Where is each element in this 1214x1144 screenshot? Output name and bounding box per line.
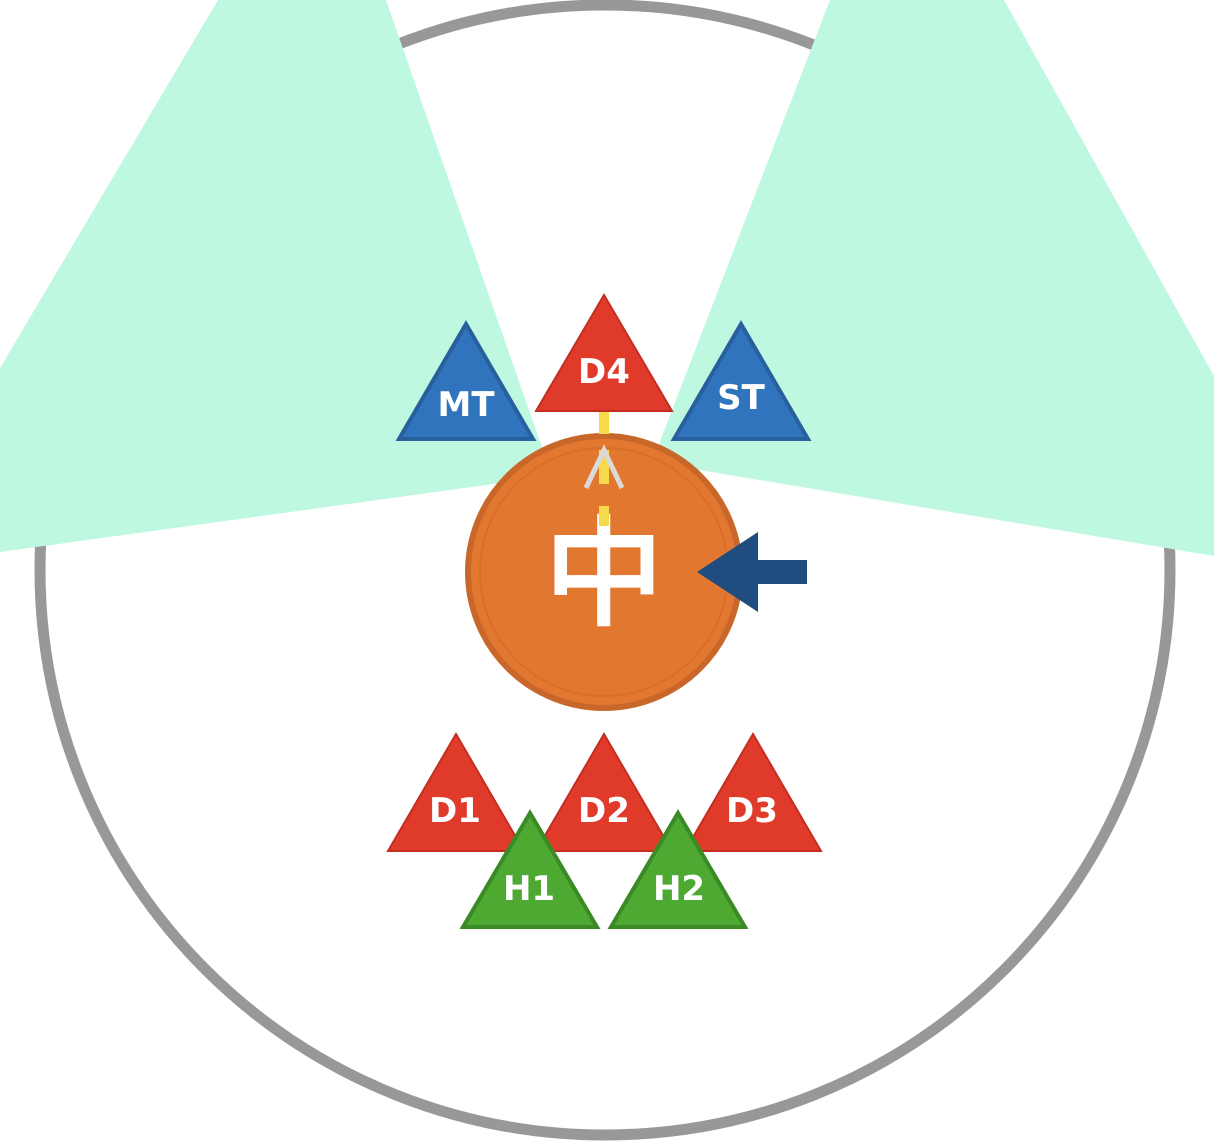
player-mt: MT bbox=[395, 320, 537, 441]
label-h1: H1 bbox=[503, 869, 555, 909]
label-d1: D1 bbox=[429, 791, 481, 831]
player-d4: D4 bbox=[534, 293, 674, 412]
marker-d1 bbox=[386, 732, 526, 852]
marker-d4 bbox=[534, 293, 674, 412]
label-d4: D4 bbox=[578, 352, 630, 392]
player-d2: D2 bbox=[534, 732, 674, 852]
label-d3: D3 bbox=[726, 791, 778, 831]
player-h2: H2 bbox=[607, 809, 749, 929]
label-st: ST bbox=[717, 378, 765, 418]
player-st: ST bbox=[670, 320, 812, 441]
boss-label: 中 bbox=[545, 505, 663, 643]
marker-st bbox=[670, 320, 812, 441]
marker-h2 bbox=[607, 809, 749, 929]
player-d3: D3 bbox=[683, 732, 823, 852]
marker-d3 bbox=[683, 732, 823, 852]
marker-h1 bbox=[459, 809, 601, 929]
player-d1: D1 bbox=[386, 732, 526, 852]
label-mt: MT bbox=[437, 385, 495, 425]
marker-mt bbox=[395, 320, 537, 441]
boss: 中 bbox=[465, 433, 743, 711]
label-h2: H2 bbox=[653, 869, 705, 909]
tether-line bbox=[599, 412, 609, 526]
chevron-up-icon bbox=[583, 444, 625, 490]
arrow-left-icon bbox=[697, 532, 807, 612]
label-d2: D2 bbox=[578, 791, 630, 831]
player-h1: H1 bbox=[459, 809, 601, 929]
marker-d2 bbox=[534, 732, 674, 852]
